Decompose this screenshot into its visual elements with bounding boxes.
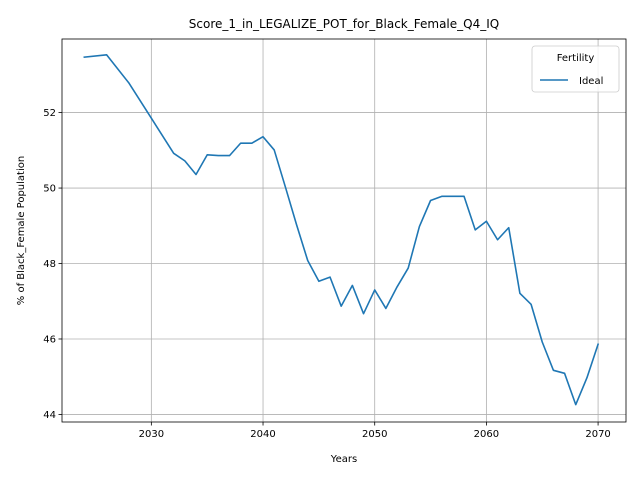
y-tick-label: 46 [43, 334, 56, 345]
series-line-ideal [83, 54, 600, 406]
plot-area-frame [61, 38, 627, 423]
legend: Fertility Ideal [531, 45, 620, 93]
x-tick-label: 2060 [474, 429, 499, 440]
chart-title: Score_1_in_LEGALIZE_POT_for_Black_Female… [189, 17, 499, 31]
series-layer [83, 54, 600, 406]
y-tick-label: 44 [43, 410, 56, 421]
y-axis: 44 46 48 50 52 [43, 108, 62, 421]
y-axis-label: % of Black_Female Population [16, 156, 27, 305]
legend-title: Fertility [557, 53, 595, 64]
x-axis-label: Years [330, 454, 357, 465]
x-tick-label: 2030 [139, 429, 164, 440]
grid [62, 39, 626, 422]
y-tick-label: 48 [43, 259, 56, 270]
x-tick-label: 2070 [585, 429, 610, 440]
x-axis: 2030 2040 2050 2060 2070 [139, 422, 611, 440]
x-tick-label: 2050 [362, 429, 387, 440]
legend-label-ideal: Ideal [579, 76, 603, 87]
y-tick-label: 50 [43, 184, 56, 195]
y-tick-label: 52 [43, 108, 56, 119]
x-tick-label: 2040 [250, 429, 275, 440]
